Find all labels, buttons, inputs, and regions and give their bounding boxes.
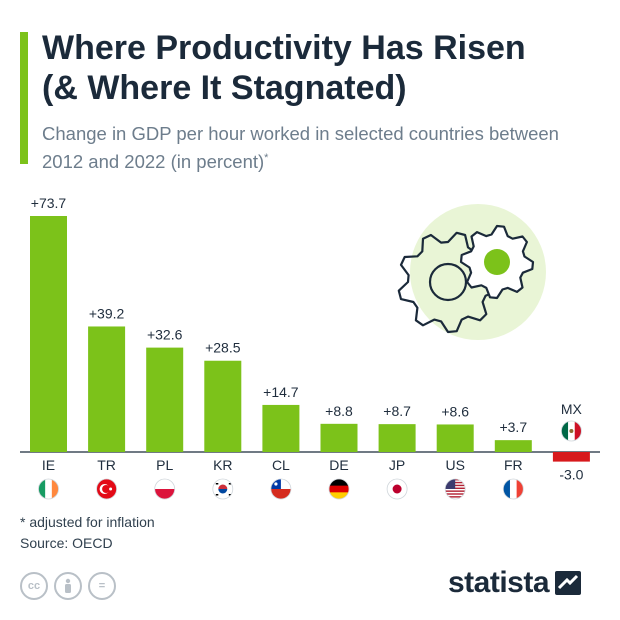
bar-pl xyxy=(146,347,184,452)
subtitle-text: Change in GDP per hour worked in selecte… xyxy=(42,123,559,173)
footnote: * adjusted for inflation xyxy=(20,514,155,530)
chart-subtitle: Change in GDP per hour worked in selecte… xyxy=(42,122,602,174)
value-label: -3.0 xyxy=(559,467,583,483)
value-label: +3.7 xyxy=(499,419,527,435)
bar-fr xyxy=(494,440,532,452)
value-label: +39.2 xyxy=(89,305,125,321)
small-gear-icon xyxy=(459,224,535,300)
category-label: IE xyxy=(42,457,55,473)
cc-icon[interactable]: cc xyxy=(20,572,48,600)
category-label: PL xyxy=(156,457,173,473)
bar-mx xyxy=(552,452,590,462)
value-label: +8.8 xyxy=(325,403,353,419)
bar-ie xyxy=(30,216,67,452)
flag-germany-icon xyxy=(328,478,350,500)
brand-name: statista xyxy=(448,566,550,599)
bar-de xyxy=(320,423,358,452)
category-label: US xyxy=(445,457,464,473)
value-label: +28.5 xyxy=(205,340,241,356)
value-label: +8.7 xyxy=(383,403,411,419)
value-label: +14.7 xyxy=(263,384,299,400)
flag-ireland-icon xyxy=(38,478,59,500)
chart-title: Where Productivity Has Risen (& Where It… xyxy=(42,29,526,107)
flag-chile-icon xyxy=(270,478,292,500)
value-label: +8.6 xyxy=(441,403,469,419)
category-label: TR xyxy=(97,457,116,473)
category-label: KR xyxy=(213,457,232,473)
statista-mark-icon xyxy=(555,571,582,595)
person-icon[interactable] xyxy=(54,572,82,600)
category-label: FR xyxy=(504,457,523,473)
category-label: DE xyxy=(329,457,348,473)
statista-logo[interactable]: statista xyxy=(448,566,582,600)
category-label: MX xyxy=(561,401,583,417)
bar-tr xyxy=(88,326,126,452)
category-label: JP xyxy=(389,457,405,473)
source-note: Source: OECD xyxy=(20,535,113,551)
flag-usa-icon xyxy=(444,478,466,500)
value-label: +73.7 xyxy=(31,195,67,211)
flag-japan-icon xyxy=(386,478,408,500)
flag-poland-icon xyxy=(154,478,176,500)
bar-kr xyxy=(204,360,242,452)
value-label: +32.6 xyxy=(147,327,183,343)
bar-jp xyxy=(378,424,416,452)
bar-us xyxy=(436,424,474,452)
title-accent-bar xyxy=(20,32,28,164)
bar-cl xyxy=(262,404,300,452)
flag-south-korea-icon xyxy=(212,478,234,500)
gears-icon xyxy=(397,204,546,340)
equals-icon[interactable]: = xyxy=(88,572,116,600)
license-icons: cc = xyxy=(20,572,116,600)
flag-mexico-icon xyxy=(561,420,582,442)
category-label: CL xyxy=(272,457,290,473)
flag-turkey-icon xyxy=(96,478,117,500)
subtitle-footnote-mark: * xyxy=(264,152,269,164)
bars-layer: +73.7 IE +39.2 TR +32.6 PL +28.5 KR +14.7 CL +8.8 D… xyxy=(20,195,600,500)
flag-france-icon xyxy=(502,478,524,500)
